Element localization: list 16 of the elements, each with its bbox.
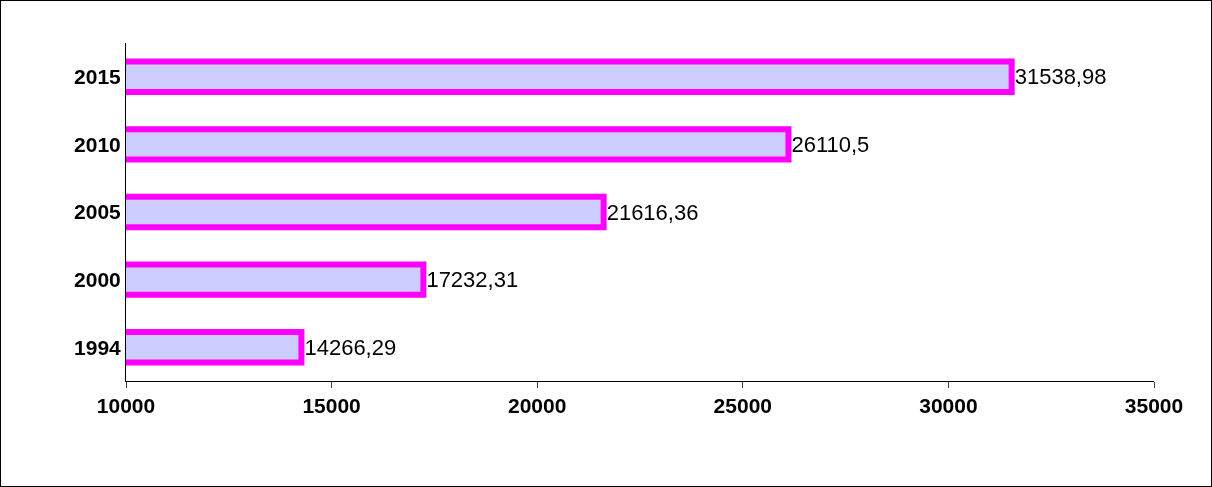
y-tick-label: 2015 [74, 65, 122, 89]
data-label: 14266,29 [304, 334, 397, 360]
x-tick-label: 10000 [96, 394, 156, 418]
data-label: 21616,36 [606, 199, 699, 225]
y-tick-label: 2000 [74, 267, 121, 291]
x-tick-label: 30000 [919, 394, 978, 418]
y-tick-label: 2005 [74, 200, 122, 224]
x-tick-label: 35000 [1124, 394, 1184, 418]
data-label: 26110,5 [791, 131, 870, 157]
data-label: 31538,98 [1014, 64, 1107, 90]
x-tick-label: 20000 [508, 394, 567, 418]
x-tick-label: 15000 [302, 394, 361, 418]
y-tick-label: 1994 [74, 335, 122, 359]
data-label: 17232,31 [426, 267, 519, 293]
y-tick-label: 2010 [74, 132, 121, 156]
x-tick-label: 25000 [713, 394, 772, 418]
